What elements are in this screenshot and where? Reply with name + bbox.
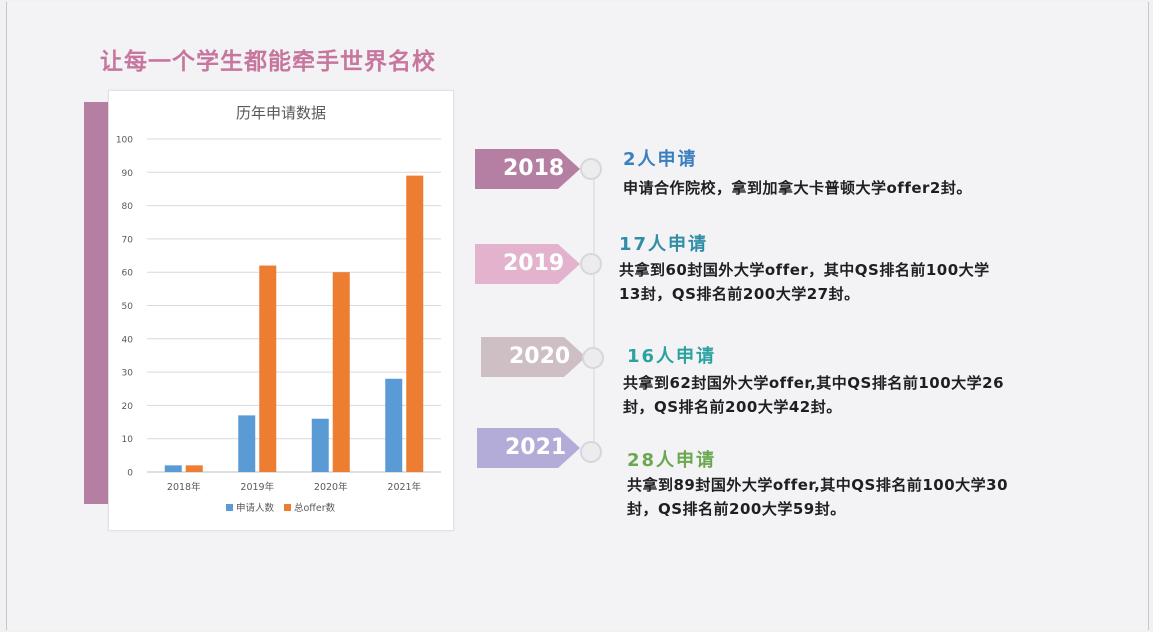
- y-tick-label: 70: [122, 235, 134, 245]
- y-tick-label: 90: [122, 169, 134, 179]
- timeline-connector: [593, 170, 595, 450]
- timeline-headline: 2人申请: [623, 149, 698, 170]
- bar-applicants: [164, 465, 182, 472]
- bar-offers: [259, 265, 277, 472]
- description-line: 封，QS排名前200大学59封。: [627, 500, 846, 518]
- x-tick-label: 2018年: [167, 481, 201, 493]
- timeline-description: 共拿到89封国外大学offer,其中QS排名前100大学30 封，QS排名前200…: [627, 473, 1008, 521]
- y-tick-label: 20: [122, 402, 134, 412]
- bar-applicants: [311, 418, 329, 472]
- timeline-dot: [580, 253, 602, 275]
- timeline-dot: [580, 158, 602, 180]
- page-title: 让每一个学生都能牵手世界名校: [100, 49, 436, 75]
- bar-chart: 历年申请数据 0 10 20 30 40 50 60 70 80 90 100 2018年 2019年 20…: [116, 104, 441, 514]
- bar-offers: [332, 272, 350, 472]
- year-tag: 2020: [481, 337, 586, 377]
- description-line: 申请合作院校，拿到加拿大卡普顿大学offer2封。: [623, 179, 972, 197]
- legend-label: 总offer数: [294, 502, 336, 514]
- y-tick-label: 60: [122, 269, 134, 279]
- description-line: 共拿到89封国外大学offer,其中QS排名前100大学30: [627, 476, 1009, 494]
- year-tag: 2018: [475, 149, 580, 189]
- timeline-description: 申请合作院校，拿到加拿大卡普顿大学offer2封。: [623, 176, 972, 200]
- timeline-headline: 28人申请: [627, 450, 717, 471]
- timeline-headline: 16人申请: [627, 346, 717, 367]
- bar-offers: [406, 175, 424, 472]
- legend-swatch-applicants: [226, 504, 233, 511]
- y-tick-label: 0: [127, 469, 133, 479]
- year-tag: 2019: [475, 244, 580, 284]
- timeline-description: 共拿到60封国外大学offer，其中QS排名前100大学 13封，QS排名前200…: [619, 258, 990, 306]
- timeline-headline: 17人申请: [619, 234, 709, 255]
- y-tick-label: 40: [122, 335, 134, 345]
- bar-applicants: [385, 378, 403, 472]
- timeline-dot: [582, 347, 604, 369]
- chart-title: 历年申请数据: [236, 104, 326, 122]
- y-tick-label: 100: [116, 136, 133, 146]
- y-tick-label: 50: [122, 302, 134, 312]
- legend-swatch-offers: [284, 504, 291, 511]
- year-tag: 2021: [477, 428, 580, 468]
- description-line: 共拿到60封国外大学offer，其中QS排名前100大学: [619, 261, 990, 279]
- x-tick-label: 2019年: [240, 481, 274, 493]
- y-tick-label: 80: [122, 202, 134, 212]
- y-tick-label: 10: [122, 435, 134, 445]
- x-tick-label: 2021年: [387, 481, 421, 493]
- description-line: 共拿到62封国外大学offer,其中QS排名前100大学26: [623, 374, 1005, 392]
- legend-label: 申请人数: [236, 502, 275, 514]
- description-line: 13封，QS排名前200大学27封。: [619, 285, 860, 303]
- timeline-description: 共拿到62封国外大学offer,其中QS排名前100大学26 封，QS排名前200…: [623, 371, 1004, 419]
- bar-offers: [185, 465, 203, 472]
- description-line: 封，QS排名前200大学42封。: [623, 398, 842, 416]
- bar-applicants: [238, 415, 256, 472]
- accent-bar: [84, 102, 110, 504]
- x-tick-label: 2020年: [314, 481, 348, 493]
- chart-card: 历年申请数据 0 10 20 30 40 50 60 70 80 90 100 2018年 2019年 20…: [108, 90, 454, 531]
- y-tick-label: 30: [122, 369, 134, 379]
- timeline-dot: [580, 441, 602, 463]
